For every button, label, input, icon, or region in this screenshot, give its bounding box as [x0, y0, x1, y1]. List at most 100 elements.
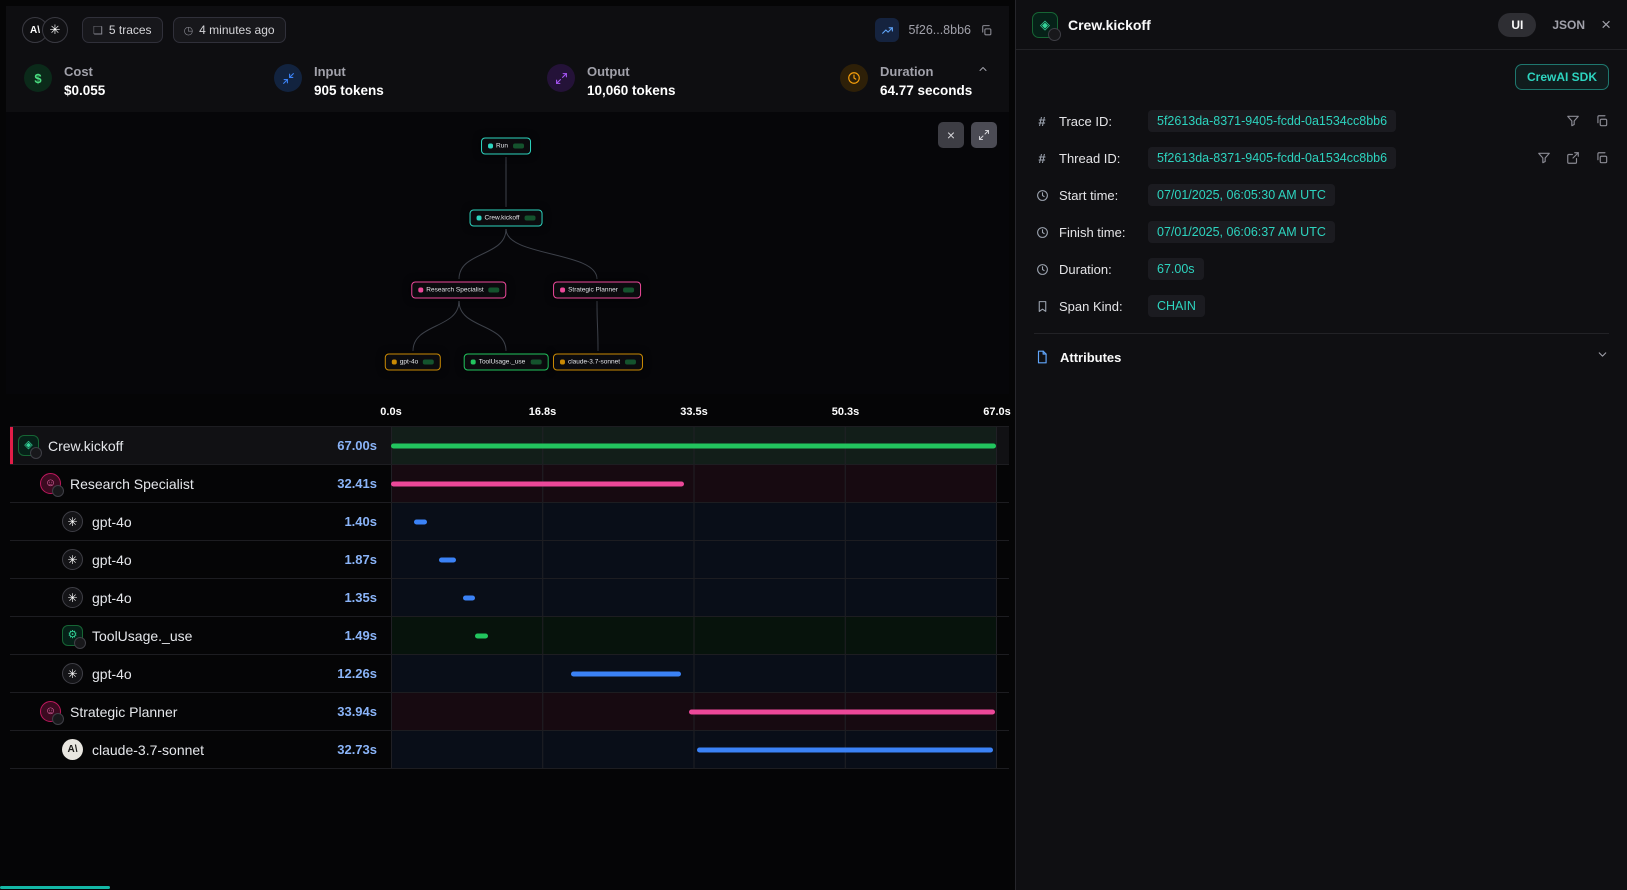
- traces-count-badge[interactable]: 5 traces: [82, 17, 163, 43]
- timeline-row[interactable]: A\ claude-3.7-sonnet 32.73s: [10, 730, 1009, 768]
- timeline-row[interactable]: ✳ gpt-4o 1.35s: [10, 578, 1009, 616]
- timeline-row[interactable]: ✳ gpt-4o 12.26s: [10, 654, 1009, 692]
- graph-node[interactable]: claude-3.7-sonnet: [552, 353, 644, 371]
- timeline-track: [391, 693, 997, 730]
- close-graph-button[interactable]: [938, 122, 964, 148]
- span-detail-sidebar: ◈ Crew.kickoff UI JSON × CrewAI SDK Trac…: [1015, 0, 1627, 890]
- span-name: ToolUsage._use: [92, 627, 193, 644]
- field-label: Start time:: [1059, 187, 1119, 203]
- graph-node[interactable]: gpt-4o: [384, 353, 442, 371]
- stat-duration: Duration 64.77 seconds: [840, 64, 972, 98]
- node-tag: [488, 287, 500, 293]
- graph-node[interactable]: Crew.kickoff: [469, 209, 543, 227]
- trace-header: 5 traces 4 minutes ago 5f26...8bb6 $: [6, 6, 1009, 112]
- openai-logo-icon: [42, 17, 68, 43]
- timeline-row[interactable]: ⚙ ToolUsage._use 1.49s: [10, 616, 1009, 654]
- filter-icon[interactable]: [1566, 114, 1580, 128]
- attributes-section-toggle[interactable]: Attributes: [1034, 333, 1609, 380]
- collapse-stats-chevron[interactable]: [977, 62, 989, 80]
- trace-stats: $ Cost $0.055 Input 905 tokens: [6, 54, 1009, 112]
- trace-id-value[interactable]: 5f2613da-8371-9405-fcdd-0a1534cc8bb6: [1148, 110, 1397, 132]
- span-name: gpt-4o: [92, 513, 132, 530]
- field-label: Trace ID:: [1059, 113, 1112, 129]
- graph-node[interactable]: Strategic Planner: [553, 281, 641, 299]
- copy-icon[interactable]: [1595, 114, 1609, 128]
- duration-value: 67.00s: [1148, 258, 1204, 280]
- time-ago-badge[interactable]: 4 minutes ago: [172, 17, 286, 43]
- timeline-row[interactable]: ✳ gpt-4o 1.40s: [10, 502, 1009, 540]
- timeline-row[interactable]: ☺ Research Specialist 32.41s: [10, 464, 1009, 502]
- stat-value: 10,060 tokens: [587, 83, 676, 98]
- filter-icon[interactable]: [1537, 151, 1551, 165]
- timeline-row[interactable]: ☺ Strategic Planner 33.94s: [10, 692, 1009, 730]
- openai-icon: ✳: [62, 587, 83, 608]
- timeline-track: [391, 655, 997, 692]
- external-link-icon[interactable]: [1566, 151, 1580, 165]
- node-tag: [622, 287, 634, 293]
- trace-main-panel: 5 traces 4 minutes ago 5f26...8bb6 $: [0, 0, 1015, 890]
- axis-tick: 0.0s: [380, 406, 402, 418]
- span-title: Crew.kickoff: [1068, 16, 1151, 33]
- timeline-row[interactable]: ◈ Crew.kickoff 67.00s: [10, 426, 1009, 464]
- horizontal-scrollbar[interactable]: [0, 886, 110, 889]
- clock-icon: [184, 23, 194, 37]
- agent-icon: ☺: [40, 701, 64, 725]
- stat-value: $0.055: [64, 83, 106, 98]
- trace-graph-canvas[interactable]: Run Crew.kickoff Research Specialist Strate…: [6, 112, 1009, 394]
- node-dot-icon: [470, 359, 476, 365]
- axis-tick: 16.8s: [528, 406, 557, 418]
- trend-icon[interactable]: [875, 18, 900, 42]
- anthropic-icon: A\: [62, 739, 83, 760]
- copy-icon[interactable]: [1595, 151, 1609, 165]
- node-label: gpt-4o: [399, 358, 419, 366]
- node-label: Run: [496, 142, 508, 150]
- time-axis: 0.0s 16.8s 33.5s 50.3s 67.0s: [380, 404, 1010, 426]
- sidebar-body: CrewAI SDK Trace ID: 5f2613da-8371-9405-…: [1016, 50, 1627, 394]
- graph-controls: [938, 122, 997, 148]
- span-name: Strategic Planner: [70, 703, 178, 720]
- timeline-track: [391, 427, 997, 464]
- span-duration: 33.94s: [337, 704, 377, 719]
- copy-icon[interactable]: [980, 24, 993, 37]
- topbar-right: 5f26...8bb6: [875, 18, 993, 42]
- node-tag: [625, 359, 637, 365]
- expand-graph-button[interactable]: [971, 122, 997, 148]
- chevron-down-icon[interactable]: [1596, 348, 1609, 366]
- tab-json[interactable]: JSON: [1552, 17, 1586, 32]
- clock-icon: [1034, 263, 1050, 276]
- openai-icon: ✳: [62, 511, 83, 532]
- field-label: Finish time:: [1059, 224, 1126, 240]
- stat-output: Output 10,060 tokens: [547, 64, 840, 98]
- graph-node[interactable]: ToolUsage._use: [463, 353, 549, 371]
- timeline-track: [391, 465, 997, 502]
- layers-icon: [93, 23, 103, 37]
- time-ago-label: 4 minutes ago: [199, 23, 275, 37]
- graph-node[interactable]: Research Specialist: [411, 281, 507, 299]
- span-duration: 1.87s: [344, 552, 377, 567]
- thread-id-value[interactable]: 5f2613da-8371-9405-fcdd-0a1534cc8bb6: [1148, 147, 1397, 169]
- span-duration: 12.26s: [337, 666, 377, 681]
- graph-node[interactable]: Run: [481, 137, 531, 155]
- timeline-row[interactable]: ✳ gpt-4o 1.87s: [10, 540, 1009, 578]
- clock-icon: [1034, 189, 1050, 202]
- close-sidebar-icon[interactable]: ×: [1601, 14, 1611, 34]
- view-toggle: UI JSON ×: [1498, 12, 1611, 37]
- timeline-rows: ◈ Crew.kickoff 67.00s ☺ Research Specialist 3…: [10, 426, 1009, 769]
- start-time-value: 07/01/2025, 06:05:30 AM UTC: [1148, 184, 1335, 206]
- duration-bar: [688, 709, 996, 714]
- span-kind-value: CHAIN: [1148, 295, 1205, 317]
- node-label: claude-3.7-sonnet: [567, 358, 621, 366]
- duration-bar: [697, 747, 993, 752]
- node-label: Strategic Planner: [568, 286, 618, 294]
- field-label: Thread ID:: [1059, 150, 1121, 166]
- node-label: Crew.kickoff: [484, 214, 520, 222]
- crew-icon: ◈: [18, 435, 42, 459]
- arrows-out-icon: [547, 64, 575, 92]
- stat-label: Output: [587, 64, 630, 79]
- field-trace-id: Trace ID: 5f2613da-8371-9405-fcdd-0a1534…: [1034, 106, 1609, 136]
- node-tag: [524, 215, 536, 221]
- tab-ui[interactable]: UI: [1498, 12, 1537, 37]
- node-dot-icon: [476, 215, 482, 221]
- field-thread-id: Thread ID: 5f2613da-8371-9405-fcdd-0a153…: [1034, 143, 1609, 173]
